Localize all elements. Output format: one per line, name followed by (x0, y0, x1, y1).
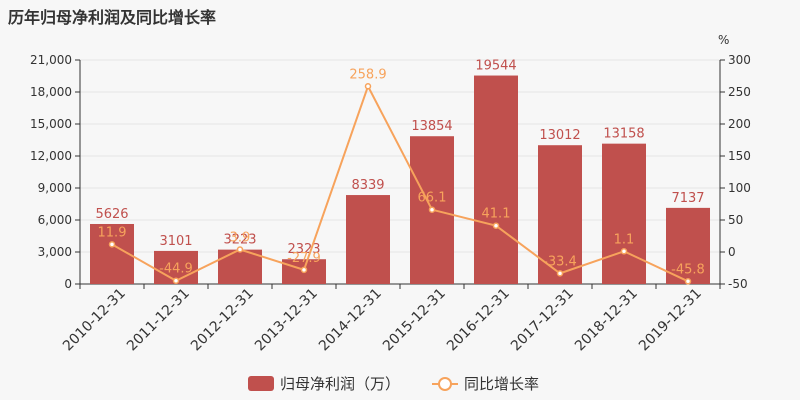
legend-label-line: 同比增长率 (464, 375, 539, 393)
y-left-tick-label: 15,000 (30, 117, 72, 131)
bar-value-label: 8339 (351, 178, 384, 193)
x-tick-label: 2015-12-31 (380, 286, 449, 355)
line-point (492, 222, 500, 229)
bar-value-label: 3223 (223, 233, 256, 248)
line-value-label: 41.1 (482, 207, 511, 222)
line-point (364, 83, 372, 90)
y-left-tick-label: 18,000 (30, 85, 72, 99)
bar (346, 195, 390, 284)
line-point (300, 266, 308, 274)
line-value-label: -44.9 (159, 262, 193, 277)
bar-value-label: 19544 (475, 59, 516, 74)
line-value-label: -33.4 (543, 254, 577, 269)
y-right-tick-label: 200 (728, 117, 751, 131)
bar-value-label: 13158 (603, 127, 644, 142)
x-tick-label: 2013-12-31 (252, 286, 321, 355)
x-tick-label: 2011-12-31 (124, 286, 193, 355)
bar (602, 143, 646, 284)
x-tick-label: 2016-12-31 (444, 286, 513, 355)
bar-value-label: 3101 (159, 234, 192, 249)
bar (666, 207, 710, 284)
line-value-label: 66.1 (418, 191, 447, 206)
bar-value-label: 13854 (411, 119, 452, 134)
y-left-tick-label: 21,000 (30, 53, 72, 67)
series-line (111, 83, 689, 283)
x-tick-label: 2012-12-31 (188, 286, 257, 355)
y-right-tick-label: 50 (728, 213, 743, 227)
line-point (620, 248, 628, 255)
line-value-label: -45.8 (671, 262, 705, 277)
x-tick-label: 2018-12-31 (572, 286, 641, 355)
y-left-tick-label: 9,000 (38, 181, 72, 195)
x-tick-label: 2019-12-31 (636, 286, 705, 355)
x-tick-label: 2014-12-31 (316, 286, 385, 355)
legend-label-bar: 归母净利润（万） (280, 375, 400, 393)
line-value-label: 3.9 (230, 231, 251, 246)
line-point (172, 277, 180, 284)
bar (218, 249, 262, 284)
line-point (108, 241, 116, 248)
x-tick-label: 2017-12-31 (508, 286, 577, 355)
bar-value-label: 5626 (95, 207, 128, 222)
legend-swatch-line-marker (438, 377, 452, 391)
bar-value-label: 13012 (539, 128, 580, 143)
bar (538, 145, 582, 284)
line-value-label: 258.9 (349, 67, 386, 82)
y-right-tick-label: 300 (728, 53, 751, 67)
y-right-tick-label: 250 (728, 85, 751, 99)
bar-value-label: 7137 (671, 191, 704, 206)
y-left-tick-label: 3,000 (38, 245, 72, 259)
x-tick-label: 2010-12-31 (60, 286, 129, 355)
line-value-label: -27.9 (287, 251, 321, 266)
line-point (428, 206, 436, 213)
chart-title: 历年归母净利润及同比增长率 (8, 8, 217, 27)
legend-swatch-bar (248, 376, 274, 391)
y-left-tick-label: 0 (64, 277, 72, 291)
y-right-tick-label: 100 (728, 181, 751, 195)
bar (474, 75, 518, 284)
line-value-label: 11.9 (98, 225, 127, 240)
y-right-tick-label: 150 (728, 149, 751, 163)
line-value-label: 1.1 (614, 232, 635, 247)
y-right-unit-label: % (718, 33, 729, 47)
y-right-tick-label: 0 (728, 245, 736, 259)
line-point (684, 278, 692, 285)
y-left-tick-label: 12,000 (30, 149, 72, 163)
y-right-tick-label: -50 (728, 277, 748, 291)
y-left-tick-label: 6,000 (38, 213, 72, 227)
line-point (556, 270, 564, 277)
line-point (236, 246, 244, 253)
bar (90, 223, 134, 284)
